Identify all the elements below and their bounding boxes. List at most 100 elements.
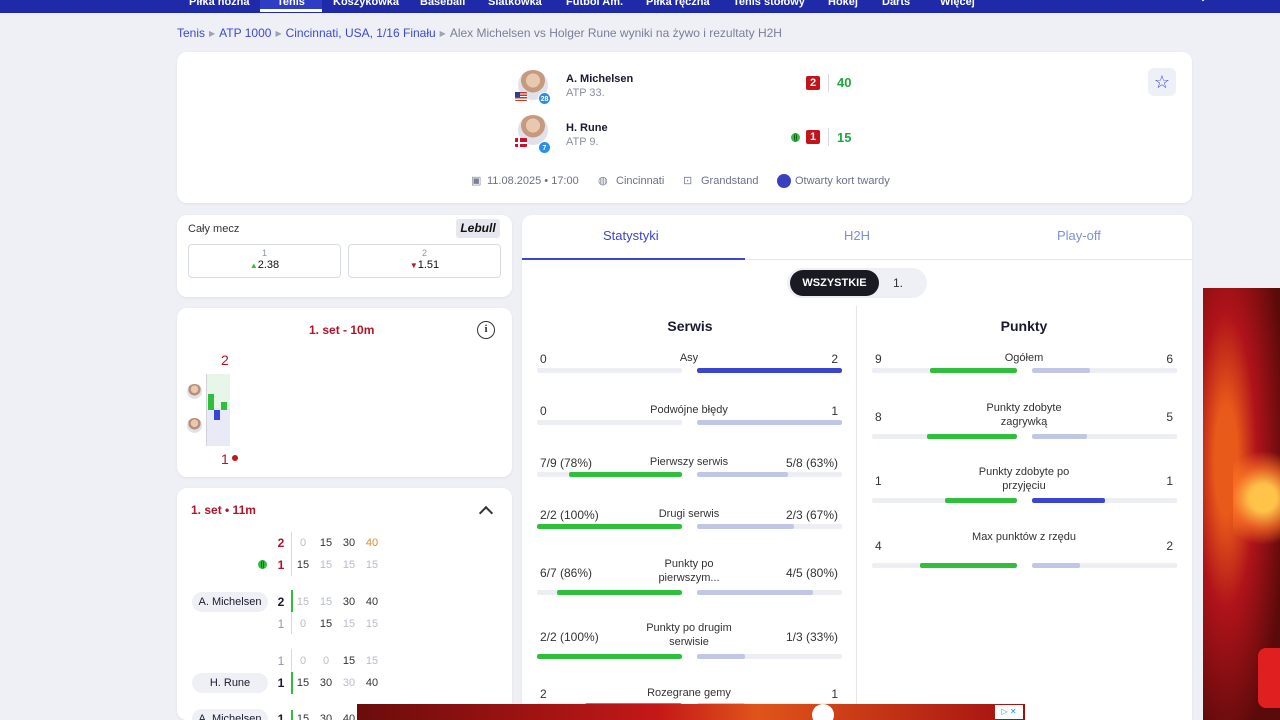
pbp-point: 0 bbox=[299, 537, 307, 549]
stat-label: Drugi serwis bbox=[658, 508, 720, 520]
serving-ball-icon bbox=[258, 560, 267, 569]
tab-active-indicator bbox=[522, 258, 745, 260]
pbp-point: 15 bbox=[296, 559, 310, 571]
stat-bar-fill bbox=[1032, 563, 1080, 568]
pbp-summary-score: 1 bbox=[277, 558, 285, 572]
stat-left-value: 0 bbox=[540, 404, 547, 418]
breadcrumb-round[interactable]: Cincinnati, USA, 1/16 Finału bbox=[285, 26, 436, 40]
stat-right-value: 1 bbox=[1166, 474, 1173, 488]
pbp-player-pill: H. Rune bbox=[192, 673, 268, 693]
stat-bar-fill bbox=[927, 434, 1017, 439]
stat-bar-fill bbox=[697, 654, 745, 659]
nav-item-handball[interactable]: Piłka ręczna bbox=[646, 0, 710, 8]
stat-right-value: 5/8 (63%) bbox=[785, 456, 838, 470]
pbp-point: 15 bbox=[296, 596, 310, 608]
stat-label: Punkty po pierwszym... bbox=[658, 558, 720, 584]
stat-bar-right bbox=[1032, 563, 1177, 568]
tab-h2h[interactable]: H2H bbox=[844, 228, 871, 243]
user-menu-icon[interactable] bbox=[1198, 0, 1208, 2]
pbp-divider bbox=[291, 649, 292, 671]
top-nav: Piłka nożna Tenis Koszykówka Baseball Si… bbox=[0, 0, 1280, 13]
calendar-icon: ▣ bbox=[471, 175, 482, 187]
period-set1-button[interactable]: 1. bbox=[893, 276, 904, 290]
nav-item-hockey[interactable]: Hokej bbox=[828, 0, 858, 8]
info-icon[interactable]: i bbox=[477, 321, 495, 339]
tab-statistics[interactable]: Statystyki bbox=[603, 228, 659, 243]
pbp-point: 0 bbox=[322, 655, 330, 667]
favorite-star-icon[interactable]: ☆ bbox=[1148, 68, 1176, 96]
pbp-player-pill: A. Michelsen bbox=[192, 709, 268, 720]
tab-playoff[interactable]: Play-off bbox=[1057, 228, 1101, 243]
odds-label: 1 bbox=[261, 248, 267, 258]
chevron-up-icon[interactable] bbox=[478, 505, 494, 521]
stat-bar-left bbox=[872, 498, 1017, 503]
nav-item-more[interactable]: Więcej bbox=[940, 0, 975, 8]
stat-left-value: 8 bbox=[875, 410, 882, 424]
pbp-point: 15 bbox=[342, 618, 356, 630]
pbp-point: 30 bbox=[342, 677, 356, 689]
stat-bar-right bbox=[1032, 368, 1177, 373]
stats-column-divider bbox=[856, 306, 857, 720]
pbp-game-score: 1 bbox=[277, 712, 285, 720]
stat-bar-fill bbox=[697, 420, 842, 425]
nav-item-football[interactable]: Piłka nożna bbox=[189, 0, 250, 8]
pbp-point: 30 bbox=[319, 713, 333, 720]
pbp-player-pill: A. Michelsen bbox=[192, 592, 268, 612]
match-datetime: 11.08.2025 • 17:00 bbox=[487, 175, 579, 187]
stat-bar-fill bbox=[537, 654, 682, 659]
stat-bar-left bbox=[872, 368, 1017, 373]
odds-card: Cały mecz Lebull 1 ▲2.38 2 ▼1.51 bbox=[177, 215, 512, 297]
ad-choices-icon[interactable]: ▷ ✕ bbox=[995, 705, 1023, 719]
player1-game-score: 40 bbox=[837, 75, 852, 90]
stat-left-value: 4 bbox=[875, 539, 882, 553]
odds-button-1[interactable]: 1 ▲2.38 bbox=[188, 244, 341, 278]
pbp-point: 15 bbox=[342, 655, 356, 667]
player1-sets: 2 bbox=[806, 76, 820, 90]
nav-item-am-football[interactable]: Futbol Am. bbox=[566, 0, 624, 8]
period-all-button[interactable]: WSZYSTKIE bbox=[790, 270, 879, 296]
player2-name[interactable]: H. Rune bbox=[566, 122, 608, 134]
nav-item-table-tennis[interactable]: Tenis stołowy bbox=[733, 0, 805, 8]
stat-bar-fill bbox=[697, 368, 842, 373]
breadcrumb-sport[interactable]: Tenis bbox=[177, 26, 206, 40]
serve-section-title: Serwis bbox=[667, 318, 713, 334]
stat-bar-fill bbox=[1032, 368, 1090, 373]
bookmaker-logo[interactable]: Lebull bbox=[456, 219, 500, 238]
stat-right-value: 5 bbox=[1166, 410, 1173, 424]
stadium-icon: ⊡ bbox=[683, 175, 693, 187]
pbp-point: 30 bbox=[342, 537, 356, 549]
pbp-divider bbox=[291, 590, 293, 612]
stat-label: Rozegrane gemy bbox=[647, 687, 731, 699]
match-location: Cincinnati bbox=[616, 175, 665, 187]
nav-item-tennis[interactable]: Tenis bbox=[260, 0, 322, 12]
stat-bar-left bbox=[537, 420, 682, 425]
stat-right-value: 6 bbox=[1166, 352, 1173, 366]
bottom-advertisement[interactable]: ▷ ✕ bbox=[357, 704, 1025, 720]
pbp-summary-score: 2 bbox=[277, 536, 285, 550]
odds-button-2[interactable]: 2 ▼1.51 bbox=[348, 244, 501, 278]
player2-rank: ATP 9. bbox=[566, 136, 599, 148]
stat-bar-left bbox=[537, 368, 682, 373]
player1-seed-badge: 28 bbox=[538, 92, 551, 105]
side-advertisement[interactable] bbox=[1203, 288, 1280, 720]
usa-flag-icon bbox=[515, 92, 527, 101]
stat-bar-left bbox=[537, 524, 682, 529]
momentum-axis bbox=[206, 374, 207, 446]
player1-name[interactable]: A. Michelsen bbox=[566, 73, 634, 85]
player2-mini-avatar bbox=[187, 418, 202, 433]
stat-right-value: 2 bbox=[1166, 539, 1173, 553]
nav-item-basketball[interactable]: Koszykówka bbox=[333, 0, 400, 8]
breadcrumb-tournament[interactable]: ATP 1000 bbox=[219, 26, 272, 40]
stat-bar-fill bbox=[697, 524, 795, 529]
globe-icon: ◍ bbox=[598, 175, 608, 187]
live-dot-icon bbox=[232, 455, 238, 461]
arrow-up-icon: ▲ bbox=[249, 261, 258, 270]
stat-bar-fill bbox=[697, 590, 813, 595]
pbp-point: 15 bbox=[365, 655, 379, 667]
stat-label: Max punktów z rzędu bbox=[972, 531, 1076, 543]
nav-item-baseball[interactable]: Baseball bbox=[420, 0, 466, 8]
pbp-point: 40 bbox=[365, 596, 379, 608]
nav-item-volleyball[interactable]: Siatkówka bbox=[488, 0, 542, 8]
nav-item-darts[interactable]: Darts bbox=[882, 0, 911, 8]
breadcrumb: Tenis ▶ ATP 1000 ▶ Cincinnati, USA, 1/16 Fin… bbox=[177, 26, 782, 40]
